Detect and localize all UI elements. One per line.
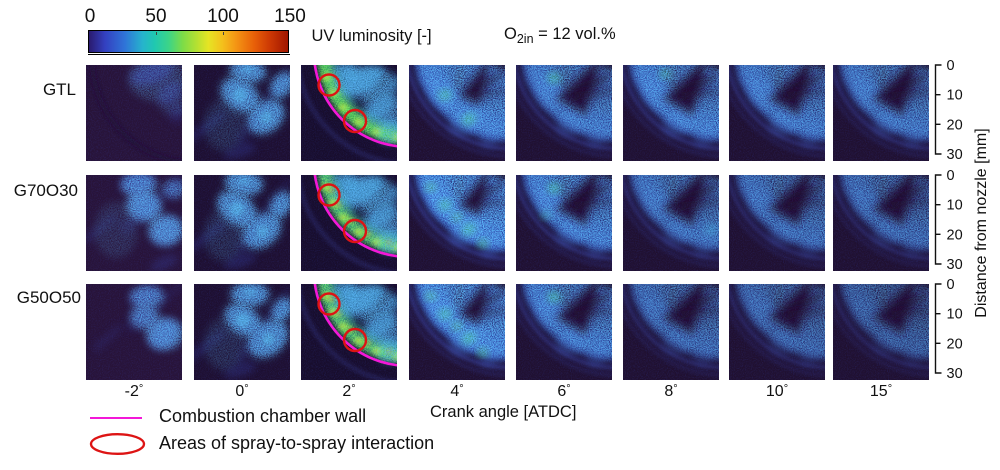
svg-text:10: 10 xyxy=(947,198,963,214)
svg-text:20: 20 xyxy=(947,117,963,133)
svg-text:30: 30 xyxy=(947,366,963,382)
svg-text:10: 10 xyxy=(947,88,963,104)
svg-text:10: 10 xyxy=(947,307,963,323)
svg-text:20: 20 xyxy=(947,227,963,243)
svg-text:30: 30 xyxy=(947,257,963,273)
svg-text:0: 0 xyxy=(947,58,955,74)
svg-text:20: 20 xyxy=(947,336,963,352)
svg-text:0: 0 xyxy=(947,168,955,184)
svg-text:0: 0 xyxy=(947,277,955,293)
svg-text:30: 30 xyxy=(947,147,963,163)
